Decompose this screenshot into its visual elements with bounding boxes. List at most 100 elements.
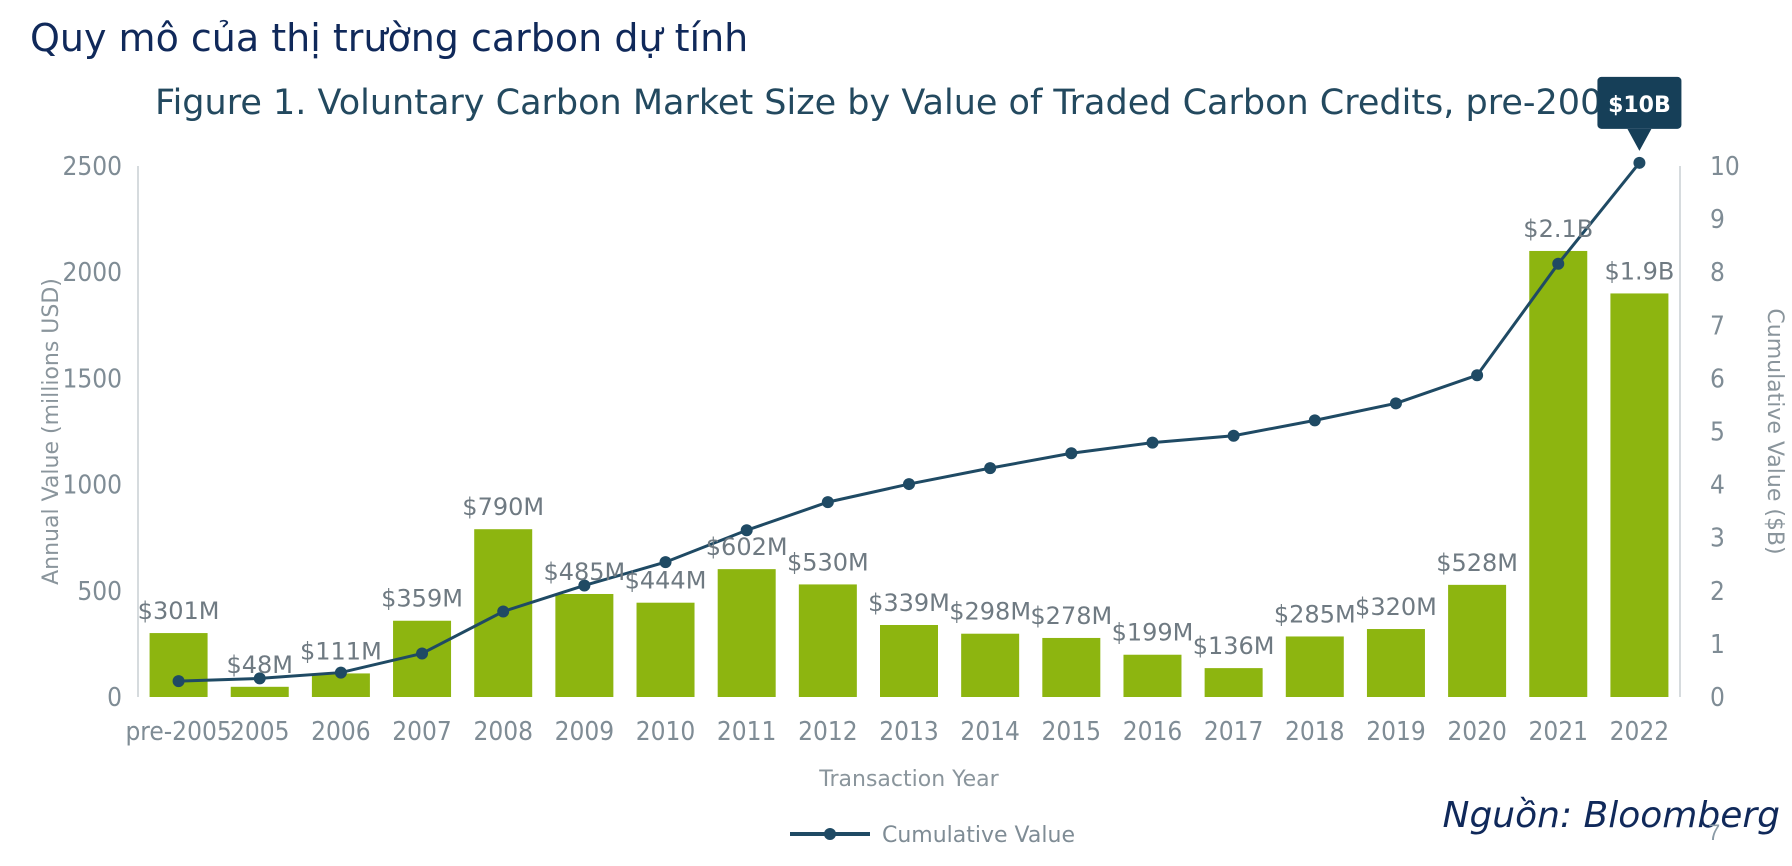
x-tick-label: 2020 <box>1447 717 1507 747</box>
x-tick-label: 2022 <box>1610 717 1670 747</box>
cumulative-point <box>497 605 510 618</box>
bar <box>555 593 614 697</box>
bar <box>798 584 857 697</box>
bar-value-label: $530M <box>787 548 869 576</box>
cumulative-point <box>578 579 591 592</box>
y2-tick-label: 10 <box>1710 152 1740 182</box>
bar <box>1204 668 1263 697</box>
cumulative-point <box>1471 369 1484 382</box>
x-tick-label: 2017 <box>1204 717 1264 747</box>
bar-value-label: $485M <box>543 558 625 586</box>
cumulative-point <box>416 647 429 660</box>
legend-marker <box>824 828 836 840</box>
y2-tick-label: 6 <box>1710 364 1725 394</box>
bar <box>1285 636 1344 697</box>
x-tick-label: 2006 <box>311 717 371 747</box>
cumulative-point <box>903 478 915 491</box>
x-tick-label: 2016 <box>1123 717 1183 747</box>
cumulative-point <box>659 556 672 569</box>
y-tick-label: 1500 <box>62 364 122 394</box>
bar-value-label: $602M <box>706 533 788 561</box>
cumulative-point <box>821 496 834 509</box>
callout-box <box>1597 76 1682 129</box>
y2-tick-label: 8 <box>1710 258 1725 288</box>
bar <box>1610 293 1669 697</box>
y2-axis-label: Cumulative Value ($B) <box>1762 308 1787 554</box>
bar-value-label: $111M <box>300 637 382 665</box>
bar-value-label: $790M <box>462 493 544 521</box>
bar-value-label: $136M <box>1193 632 1275 660</box>
x-tick-label: 2021 <box>1529 717 1589 747</box>
x-tick-label: pre-2005 <box>125 717 231 747</box>
x-tick-label: 2013 <box>879 717 939 747</box>
callout-pointer <box>1627 128 1652 151</box>
bar-value-label: $199M <box>1112 619 1194 647</box>
x-tick-label: 2007 <box>392 717 452 747</box>
bar <box>311 673 370 697</box>
bar <box>1042 637 1101 697</box>
cumulative-point <box>1146 436 1159 449</box>
cumulative-point <box>1389 397 1402 410</box>
y2-tick-label: 5 <box>1710 418 1725 448</box>
x-tick-label: 2012 <box>798 717 858 747</box>
legend-label: Cumulative Value <box>882 823 1075 848</box>
x-tick-label: 2014 <box>960 717 1020 747</box>
y-tick-label: 1000 <box>62 471 122 501</box>
cumulative-point <box>1552 257 1565 270</box>
cumulative-point <box>1308 414 1321 427</box>
y2-tick-label: 3 <box>1710 524 1725 554</box>
page-number: 7 <box>1708 820 1721 845</box>
callout-label: $10B <box>1608 93 1671 118</box>
x-tick-label: 2018 <box>1285 717 1345 747</box>
slide-title: Quy mô của thị trường carbon dự tính <box>30 16 749 60</box>
bar-value-label: $1.9B <box>1604 257 1674 285</box>
bar-value-label: $298M <box>949 598 1031 626</box>
bar-value-label: $320M <box>1355 593 1437 621</box>
x-tick-label: 2011 <box>717 717 777 747</box>
x-tick-label: 2005 <box>230 717 290 747</box>
x-tick-label: 2019 <box>1366 717 1426 747</box>
y2-tick-label: 2 <box>1710 577 1725 607</box>
bar <box>1529 250 1588 697</box>
bar-value-label: $528M <box>1436 549 1518 577</box>
x-tick-label: 2008 <box>473 717 533 747</box>
x-tick-label: 2010 <box>636 717 696 747</box>
bar-value-label: $48M <box>226 651 293 679</box>
bar-value-label: $278M <box>1030 602 1112 630</box>
y-tick-label: 0 <box>107 683 122 713</box>
bar-value-label: $444M <box>625 567 707 595</box>
cumulative-point <box>334 666 347 679</box>
y-axis-label: Annual Value (millions USD) <box>39 278 64 585</box>
bar-value-label: $301M <box>138 597 220 625</box>
bar <box>880 624 938 697</box>
x-tick-label: 2015 <box>1042 717 1102 747</box>
figure-title: Figure 1. Voluntary Carbon Market Size b… <box>155 83 1671 123</box>
y2-tick-label: 7 <box>1710 311 1725 341</box>
bar <box>1123 654 1182 697</box>
bar <box>1366 629 1425 697</box>
source-note: Nguồn: Bloomberg <box>1442 795 1780 836</box>
y2-tick-label: 9 <box>1710 205 1725 235</box>
y-tick-label: 2500 <box>62 152 122 182</box>
bar-value-label: $339M <box>868 589 950 617</box>
cumulative-point <box>1065 447 1078 460</box>
bar-value-label: $285M <box>1274 600 1356 628</box>
cumulative-point <box>1633 156 1646 169</box>
bar <box>1448 584 1507 697</box>
bar <box>717 569 776 697</box>
y2-tick-label: 1 <box>1710 630 1725 660</box>
bar <box>636 602 695 697</box>
bar <box>230 686 289 697</box>
y2-tick-label: 4 <box>1710 471 1725 501</box>
y2-tick-label: 0 <box>1710 683 1725 713</box>
cumulative-point <box>1227 429 1240 442</box>
bar-value-label: $359M <box>381 585 463 613</box>
y-tick-label: 2000 <box>62 258 122 288</box>
cumulative-point <box>172 675 185 688</box>
cumulative-point <box>740 524 753 537</box>
x-tick-label: 2009 <box>555 717 615 747</box>
bar <box>961 633 1020 697</box>
cumulative-point <box>253 672 266 685</box>
bar-value-label: $2.1B <box>1523 215 1593 243</box>
